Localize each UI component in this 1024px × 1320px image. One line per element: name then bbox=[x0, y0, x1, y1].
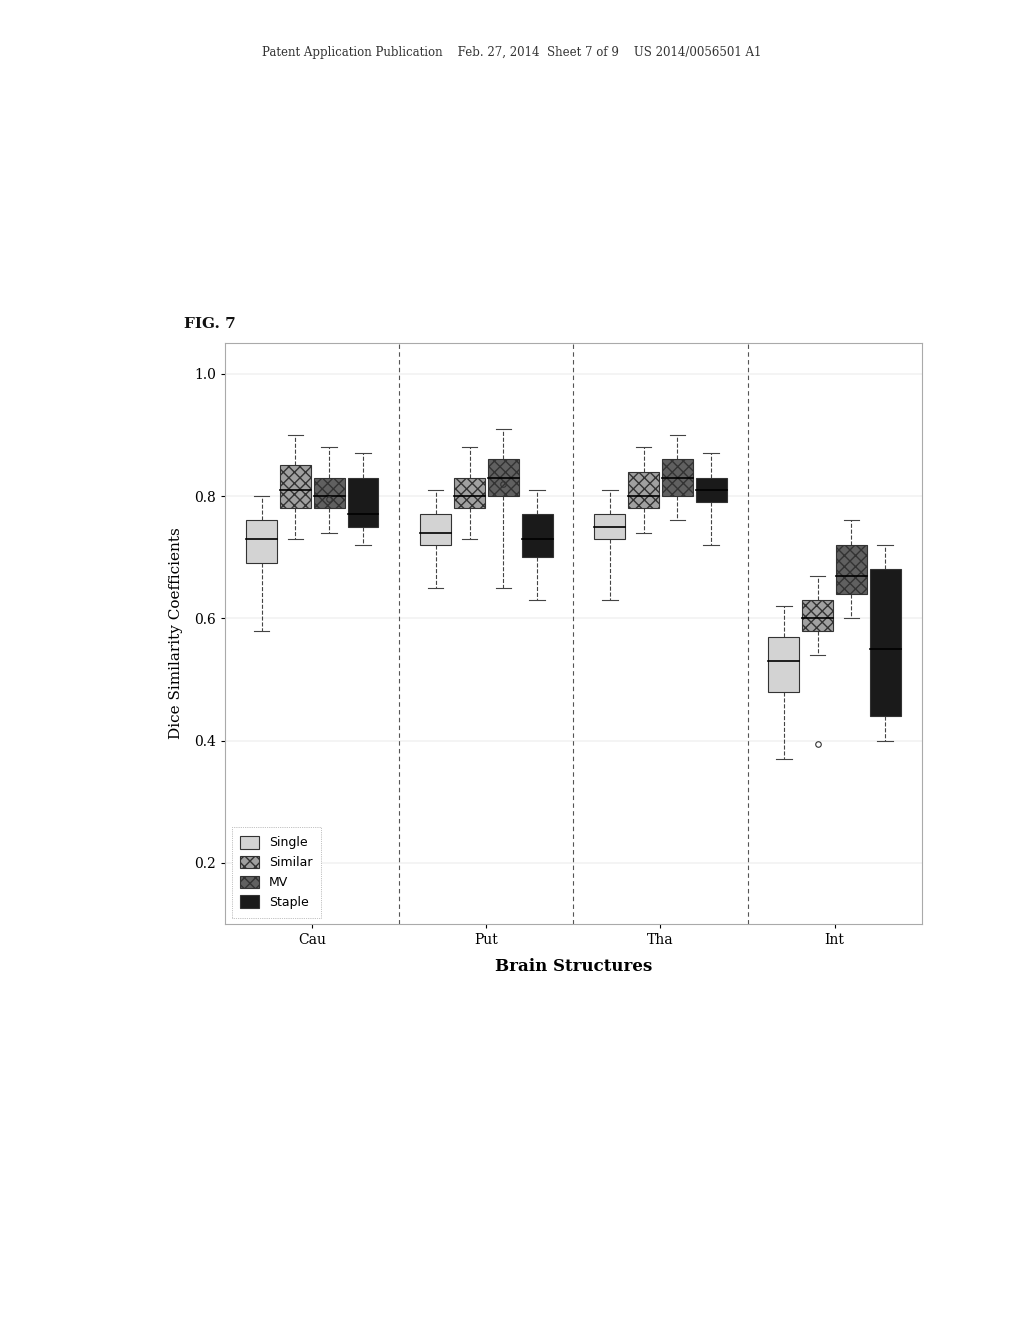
Text: Patent Application Publication    Feb. 27, 2014  Sheet 7 of 9    US 2014/0056501: Patent Application Publication Feb. 27, … bbox=[262, 46, 762, 59]
Text: FIG. 7: FIG. 7 bbox=[184, 317, 237, 331]
FancyBboxPatch shape bbox=[420, 515, 452, 545]
FancyBboxPatch shape bbox=[246, 520, 278, 564]
FancyBboxPatch shape bbox=[454, 478, 485, 508]
FancyBboxPatch shape bbox=[869, 569, 901, 717]
Legend: Single, Similar, MV, Staple: Single, Similar, MV, Staple bbox=[231, 828, 322, 917]
FancyBboxPatch shape bbox=[280, 466, 311, 508]
FancyBboxPatch shape bbox=[695, 478, 727, 502]
FancyBboxPatch shape bbox=[521, 515, 553, 557]
FancyBboxPatch shape bbox=[662, 459, 693, 496]
FancyBboxPatch shape bbox=[628, 471, 659, 508]
FancyBboxPatch shape bbox=[802, 601, 834, 631]
FancyBboxPatch shape bbox=[347, 478, 379, 527]
FancyBboxPatch shape bbox=[487, 459, 519, 496]
FancyBboxPatch shape bbox=[594, 515, 626, 539]
FancyBboxPatch shape bbox=[768, 636, 800, 692]
FancyBboxPatch shape bbox=[836, 545, 867, 594]
X-axis label: Brain Structures: Brain Structures bbox=[495, 958, 652, 975]
FancyBboxPatch shape bbox=[313, 478, 345, 508]
Y-axis label: Dice Similarity Coefficients: Dice Similarity Coefficients bbox=[169, 528, 183, 739]
